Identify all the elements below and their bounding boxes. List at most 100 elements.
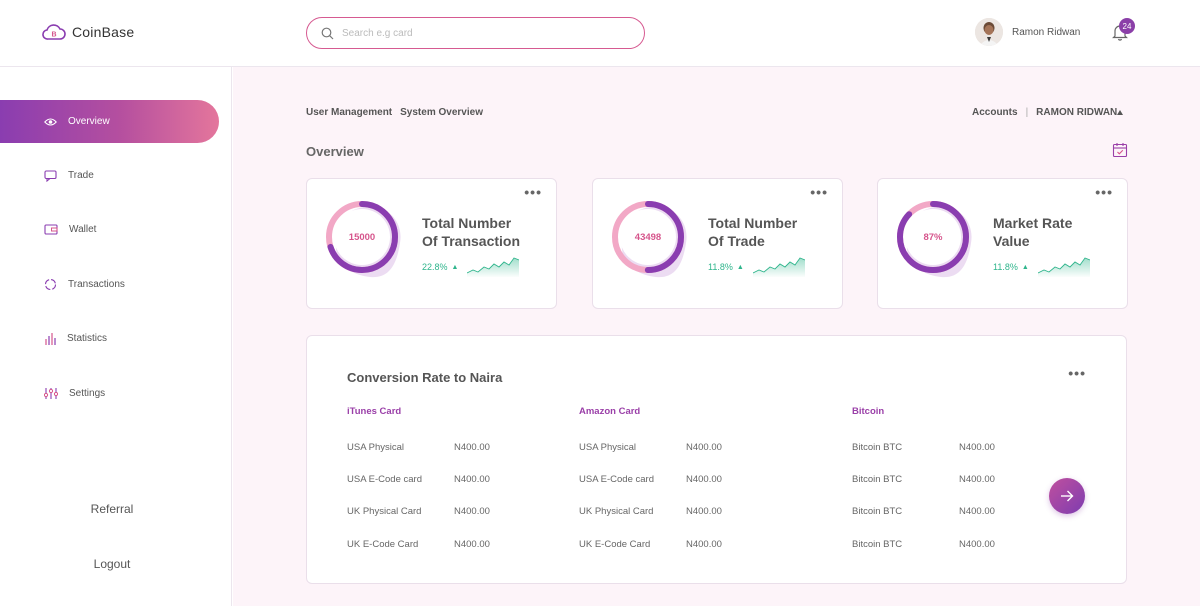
user-profile[interactable]: Ramon Ridwan (975, 18, 1080, 46)
rate-label: Bitcoin BTC (852, 441, 903, 453)
sliders-icon (44, 388, 58, 399)
rate-value: N400.00 (454, 538, 490, 550)
eye-icon (44, 117, 57, 126)
sidebar-item-settings[interactable]: Settings (0, 372, 219, 415)
rate-value: N400.00 (454, 506, 490, 518)
sidebar-item-label: Settings (69, 388, 106, 399)
breadcrumb: User Management System Overview (306, 107, 483, 118)
logout-link[interactable]: Logout (93, 557, 131, 571)
notification-badge: 24 (1119, 18, 1135, 34)
rate-row: UK E-Code Card N400.00 (579, 528, 722, 560)
sidebar-item-label: Wallet (69, 224, 97, 235)
ring-chart (326, 201, 401, 278)
sidebar-item-trade[interactable]: Trade (0, 154, 219, 197)
breadcrumb-system-overview[interactable]: System Overview (400, 107, 483, 118)
rate-row: UK Physical Card N400.00 (579, 496, 722, 528)
rate-label: UK E-Code Card (579, 538, 651, 550)
stat-title: Total Number Of Trade (708, 214, 828, 250)
rate-label: UK E-Code Card (347, 538, 419, 550)
rate-label: USA Physical (347, 441, 405, 453)
ring-center (334, 209, 390, 265)
avatar-image (975, 18, 1003, 46)
more-options-icon[interactable]: ••• (524, 184, 542, 200)
accounts-menu: Accounts | RAMON RIDWAN (972, 107, 1124, 118)
breadcrumb-user-management[interactable]: User Management (306, 107, 393, 118)
rate-label: USA E-Code card (579, 473, 654, 485)
rate-column-bitcoin: Bitcoin Bitcoin BTC N400.00 Bitcoin BTC N4… (852, 406, 995, 560)
rate-value: N400.00 (959, 538, 995, 550)
rate-row: Bitcoin BTC N400.00 (852, 496, 995, 528)
sidebar-item-label: Statistics (67, 333, 108, 344)
search-bar[interactable] (306, 17, 645, 49)
rate-label: USA Physical (579, 441, 637, 453)
trend-value: 22.8% (422, 262, 448, 272)
more-options-icon[interactable]: ••• (1095, 184, 1113, 200)
sidebar-item-label: Trade (68, 170, 94, 181)
accounts-link[interactable]: Accounts (972, 107, 1018, 118)
divider: | (1025, 107, 1029, 118)
stat-title: Market Rate Value (993, 214, 1113, 250)
referral-link[interactable]: Referral (90, 502, 134, 516)
sidebar-item-transactions[interactable]: Transactions (0, 263, 219, 306)
sparkline (467, 257, 519, 277)
caret-up-icon[interactable] (1117, 110, 1124, 115)
sidebar-item-wallet[interactable]: Wallet (0, 208, 219, 251)
next-button[interactable] (1049, 478, 1085, 514)
stat-title: Total Number Of Transaction (422, 214, 542, 250)
sidebar-item-label: Overview (68, 116, 110, 127)
rate-column-amazon: Amazon Card USA Physical N400.00 USA E-Co… (579, 406, 722, 560)
rate-value: N400.00 (686, 473, 722, 485)
rate-row: UK E-Code Card N400.00 (347, 528, 490, 560)
rate-value: N400.00 (959, 473, 995, 485)
page-title: Overview (306, 144, 364, 159)
svg-text:B: B (51, 32, 56, 39)
more-options-icon[interactable]: ••• (1068, 365, 1086, 381)
ring-chart (612, 201, 687, 278)
calendar-icon[interactable] (1112, 142, 1128, 158)
rate-row: UK Physical Card N400.00 (347, 496, 490, 528)
up-arrow-icon: ▲ (451, 263, 459, 271)
cloud-coin-icon: B (42, 24, 66, 40)
column-header: Amazon Card (579, 406, 641, 417)
up-arrow-icon: ▲ (736, 263, 744, 271)
rate-value: N400.00 (959, 441, 995, 453)
stat-title-line: Value (993, 233, 1030, 249)
stat-title-line: Total Number (708, 215, 798, 231)
sidebar-item-statistics[interactable]: Statistics (0, 317, 219, 360)
stat-title-line: Total Number (422, 215, 512, 231)
ring-progress-arc (326, 201, 398, 273)
search-input[interactable] (342, 27, 622, 39)
ring-chart (897, 201, 972, 278)
trend-indicator: 11.8% ▲ (993, 262, 1029, 272)
up-arrow-icon: ▲ (1021, 263, 1029, 271)
trend-value: 11.8% (708, 262, 733, 272)
rate-label: Bitcoin BTC (852, 538, 903, 550)
progress-ring: 15000 (324, 199, 408, 283)
ring-value: 15000 (348, 231, 376, 243)
rate-row: Bitcoin BTC N400.00 (852, 431, 995, 463)
avatar[interactable] (975, 18, 1003, 46)
stat-card-transactions: ••• 15000 Total Number Of Transaction 22… (306, 178, 557, 309)
rate-column-itunes: iTunes Card USA Physical N400.00 USA E-Co… (347, 406, 490, 560)
account-name[interactable]: RAMON RIDWAN (1036, 107, 1118, 118)
column-header: Bitcoin (852, 406, 885, 417)
chat-icon (44, 169, 57, 182)
rate-value: N400.00 (959, 506, 995, 518)
rate-value: N400.00 (454, 441, 490, 453)
sidebar-item-overview[interactable]: Overview (0, 100, 219, 143)
ring-center (905, 209, 961, 265)
rate-row: USA E-Code card N400.00 (579, 463, 722, 495)
sidebar-item-label: Transactions (68, 279, 125, 290)
rate-label: USA E-Code card (347, 473, 422, 485)
rate-row: USA Physical N400.00 (347, 431, 490, 463)
conversion-rate-card: Conversion Rate to Naira ••• iTunes Card… (306, 335, 1127, 584)
rate-row: Bitcoin BTC N400.00 (852, 528, 995, 560)
column-header: iTunes Card (347, 406, 402, 417)
app-logo[interactable]: B CoinBase (42, 22, 134, 42)
rate-label: UK Physical Card (579, 506, 654, 518)
ring-value: 87% (923, 231, 943, 243)
trend-indicator: 22.8% ▲ (422, 262, 458, 272)
refresh-icon (44, 278, 57, 291)
more-options-icon[interactable]: ••• (810, 184, 828, 200)
rate-value: N400.00 (686, 538, 722, 550)
